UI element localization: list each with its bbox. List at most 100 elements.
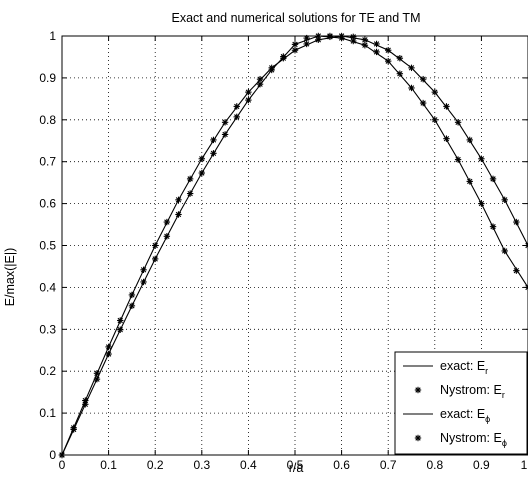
- series-marker-1: [396, 55, 404, 62]
- y-tick-label: 0.8: [39, 113, 56, 127]
- series-marker-3: [466, 178, 473, 185]
- y-tick-label: 0.3: [39, 322, 56, 336]
- y-axis-label: E/max(|E|): [3, 248, 17, 307]
- y-tick-label: 0.1: [39, 406, 56, 420]
- series-marker-3: [105, 350, 112, 358]
- y-tick-label: 0.6: [39, 197, 56, 211]
- y-tick-label: 0.4: [39, 280, 56, 294]
- series-marker-3: [70, 426, 77, 433]
- y-tick-label: 0: [49, 448, 56, 462]
- series-marker-3: [198, 169, 205, 177]
- series-marker-1: [454, 119, 462, 126]
- series-marker-1: [291, 47, 299, 54]
- y-tick-label: 0.9: [39, 71, 56, 85]
- x-tick-label: 0.2: [147, 458, 164, 472]
- series-marker-3: [443, 135, 450, 142]
- y-axis: 0 0.1 0.2 0.3 0.4 0.5 0.6 0.7 0.8 0.9 1: [39, 29, 528, 462]
- series-marker-1: [361, 36, 369, 43]
- series-marker-3: [478, 200, 485, 207]
- series-marker-3: [186, 190, 194, 197]
- series-marker-1: [501, 196, 508, 204]
- series-marker-3: [233, 113, 240, 121]
- series-marker-1: [105, 343, 112, 351]
- series-marker-3: [175, 211, 182, 218]
- series-marker-1: [233, 103, 240, 110]
- series-marker-1: [443, 103, 450, 110]
- x-tick-label: 0: [59, 458, 66, 472]
- x-tick-label: 0.6: [333, 458, 350, 472]
- series-marker-3: [373, 48, 380, 56]
- series-marker-1: [373, 40, 380, 48]
- series-marker-1: [408, 64, 415, 72]
- y-tick-label: 0.7: [39, 155, 56, 169]
- legend: exact: Er Nystrom: Er exact: Eϕ Nystrom: Eϕ: [394, 351, 528, 455]
- series-marker-1: [489, 175, 497, 183]
- series-marker-3: [501, 247, 508, 255]
- y-tick-label: 0.2: [39, 364, 56, 378]
- x-tick-label: 0.9: [473, 458, 490, 472]
- legend-label-subscript: r: [502, 390, 505, 400]
- plot-frame: [61, 35, 528, 456]
- series-marker-3: [385, 57, 392, 65]
- series-marker-1: [419, 75, 427, 83]
- series-marker-1: [303, 40, 310, 48]
- series-marker-3: [291, 41, 299, 48]
- series-marker-3: [361, 42, 369, 49]
- chart-title: Exact and numerical solutions for TE and…: [172, 11, 421, 25]
- series-marker-3: [303, 34, 310, 42]
- series-marker-3: [396, 70, 404, 77]
- series-marker-3: [163, 233, 171, 240]
- series-marker-3: [408, 84, 415, 92]
- series-marker-1: [466, 136, 473, 144]
- series-marker-1: [385, 47, 392, 54]
- series-marker-3: [117, 326, 124, 333]
- series-marker-3: [454, 156, 462, 163]
- series-marker-1: [175, 196, 182, 204]
- series-marker-1: [513, 218, 520, 226]
- series-marker-3: [419, 99, 427, 107]
- series-marker-1: [524, 242, 528, 249]
- legend-label: exact: Er: [440, 359, 488, 376]
- series-marker-3: [82, 401, 89, 408]
- legend-label-subscript: r: [485, 366, 488, 376]
- series-marker-3: [280, 53, 287, 60]
- legend-label: Nystrom: Er: [440, 383, 505, 400]
- series-marker-3: [489, 223, 497, 230]
- x-tick-label: 1: [521, 458, 528, 472]
- y-tick-label: 0.5: [39, 239, 56, 253]
- legend-label: Nystrom: Eϕ: [440, 431, 507, 448]
- series-marker-3: [221, 131, 229, 138]
- series-marker-3: [524, 284, 528, 291]
- x-axis: 0 0.1 0.2 0.3 0.4 0.5 0.6 0.7 0.8 0.9 1: [59, 36, 528, 472]
- series-marker-1: [245, 88, 252, 96]
- legend-label-subscript: ϕ: [502, 438, 507, 448]
- series-marker-3: [268, 66, 275, 74]
- series-marker-3: [513, 267, 520, 274]
- x-tick-label: 0.4: [240, 458, 257, 472]
- x-axis-label: r/a: [289, 461, 304, 475]
- series-marker-1: [186, 175, 194, 183]
- series-marker-1: [152, 242, 159, 249]
- series-marker-1: [140, 266, 147, 274]
- y-tick-label: 1: [49, 29, 56, 43]
- x-tick-label: 0.5: [287, 458, 304, 472]
- legend-label-subscript: ϕ: [485, 414, 490, 424]
- series-marker-1: [198, 155, 205, 162]
- series-marker-3: [210, 150, 217, 157]
- legend-label: exact: Eϕ: [440, 407, 490, 424]
- series-marker-1: [163, 218, 171, 226]
- series-marker-1: [221, 119, 229, 126]
- series-marker-1: [478, 155, 485, 162]
- series-marker-3: [128, 302, 136, 310]
- series-marker-3: [245, 96, 252, 104]
- series-marker-3: [350, 37, 357, 45]
- legend-marker-sample: [414, 434, 422, 442]
- series-marker-3: [140, 278, 147, 286]
- series-marker-3: [431, 116, 438, 123]
- x-tick-label: 0.8: [426, 458, 443, 472]
- series-marker-1: [128, 291, 136, 299]
- series-marker-1: [431, 88, 438, 96]
- series-marker-1: [210, 136, 217, 144]
- x-tick-label: 0.7: [380, 458, 397, 472]
